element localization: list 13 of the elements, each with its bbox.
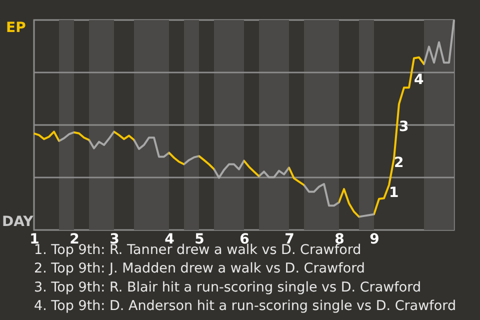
x-tick-label: 5 <box>194 232 204 248</box>
x-tick-label: 9 <box>370 232 380 248</box>
text: 2. Top 9th: J. Madden drew a walk vs D. Crawford <box>34 260 365 277</box>
annotation: 2 <box>394 155 404 171</box>
text: 4. Top 9th: D. Anderson hit a run-scoring single vs D. Crawford <box>34 298 456 314</box>
x-tick-label: 2 <box>70 232 80 248</box>
x-tick-label: 4 <box>164 232 175 248</box>
text: EP <box>6 20 26 36</box>
annotation: 1 <box>389 185 399 201</box>
annotation: 4 <box>414 72 424 88</box>
annotation: 3 <box>399 119 409 135</box>
text: DAY <box>2 214 34 230</box>
text: 3. Top 9th: R. Blair hit a run-scoring single vs D. Crawford <box>34 279 422 296</box>
